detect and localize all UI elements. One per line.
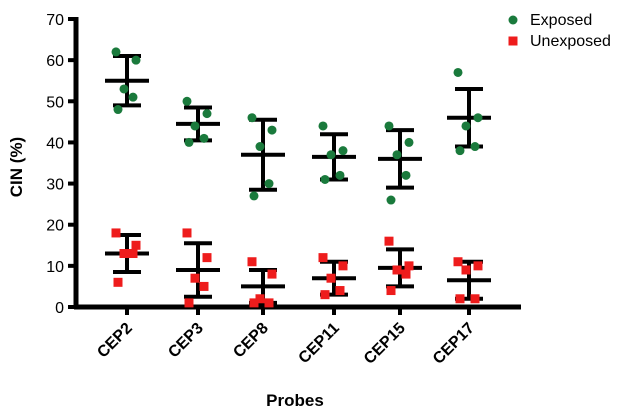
x-tick-label: CEP2 <box>94 320 136 362</box>
data-point-exposed <box>199 133 209 143</box>
data-point-exposed <box>249 191 259 201</box>
data-point-unexposed <box>182 228 192 238</box>
data-point-unexposed <box>111 228 121 238</box>
legend-marker-exposed <box>508 15 518 25</box>
y-tick-label: 50 <box>46 94 64 111</box>
legend-marker-unexposed <box>508 36 518 46</box>
data-point-exposed <box>318 121 328 131</box>
data-point-exposed <box>184 137 194 147</box>
data-point-unexposed <box>267 269 277 279</box>
data-point-exposed <box>111 47 121 57</box>
legend: Exposed Unexposed <box>508 12 611 50</box>
x-tick-label: CEP17 <box>430 320 478 368</box>
data-point-exposed <box>401 170 411 180</box>
data-point-unexposed <box>199 281 209 291</box>
data-point-exposed <box>338 146 348 156</box>
data-point-unexposed <box>386 286 396 296</box>
data-point-exposed <box>404 137 414 147</box>
data-point-exposed <box>182 96 192 106</box>
x-axis-title: Probes <box>266 391 324 410</box>
data-point-unexposed <box>326 273 336 283</box>
data-point-unexposed <box>264 298 274 308</box>
y-tick-label: 10 <box>46 259 64 276</box>
data-point-exposed <box>453 67 463 77</box>
data-point-exposed <box>392 150 402 160</box>
data-point-unexposed <box>335 286 345 296</box>
data-point-unexposed <box>113 277 123 287</box>
data-point-unexposed <box>318 253 328 263</box>
data-point-unexposed <box>392 265 402 275</box>
data-point-exposed <box>128 92 138 102</box>
data-point-exposed <box>247 113 257 123</box>
data-point-exposed <box>335 170 345 180</box>
data-point-unexposed <box>461 265 471 275</box>
y-tick-label: 20 <box>46 218 64 235</box>
data-point-exposed <box>113 105 123 115</box>
y-tick-label: 0 <box>55 300 64 317</box>
y-tick-label: 40 <box>46 135 64 152</box>
data-point-unexposed <box>338 261 348 271</box>
data-point-exposed <box>320 174 330 184</box>
data-point-unexposed <box>455 294 465 304</box>
data-point-exposed <box>119 84 129 94</box>
data-point-exposed <box>264 179 274 189</box>
data-point-unexposed <box>202 253 212 263</box>
data-point-unexposed <box>190 273 200 283</box>
chart-marks <box>105 47 491 308</box>
y-tick-label: 30 <box>46 177 64 194</box>
x-tick-label: CEP8 <box>230 320 272 362</box>
data-point-exposed <box>455 146 465 156</box>
x-tick-label: CEP11 <box>296 320 343 367</box>
data-point-exposed <box>473 113 483 123</box>
data-point-unexposed <box>473 261 483 271</box>
data-point-unexposed <box>320 290 330 300</box>
data-point-exposed <box>131 55 141 65</box>
data-point-unexposed <box>249 298 259 308</box>
data-point-unexposed <box>470 294 480 304</box>
data-point-exposed <box>326 150 336 160</box>
data-point-unexposed <box>184 298 194 308</box>
data-point-exposed <box>461 121 471 131</box>
legend-label: Unexposed <box>530 33 611 50</box>
data-point-unexposed <box>404 261 414 271</box>
x-tick-label: CEP15 <box>361 320 409 368</box>
x-tick-label: CEP3 <box>165 320 207 362</box>
data-point-unexposed <box>401 269 411 279</box>
data-point-unexposed <box>119 249 129 259</box>
data-point-exposed <box>255 142 265 152</box>
y-axis-title: CIN (%) <box>7 137 26 197</box>
axes: 0 10 20 30 40 50 60 70 CEP2 CEP3 CEP8 CEP11 CEP15 CEP… <box>46 12 521 368</box>
data-point-exposed <box>190 121 200 131</box>
legend-label: Exposed <box>530 12 592 29</box>
y-tick-label: 70 <box>46 12 64 29</box>
data-point-exposed <box>470 142 480 152</box>
data-point-unexposed <box>131 240 141 250</box>
data-point-exposed <box>386 195 396 205</box>
data-point-exposed <box>267 125 277 135</box>
data-point-unexposed <box>247 257 257 267</box>
data-point-exposed <box>202 109 212 119</box>
y-tick-label: 60 <box>46 53 64 70</box>
data-point-unexposed <box>384 236 394 246</box>
data-point-unexposed <box>453 257 463 267</box>
data-point-unexposed <box>255 294 265 304</box>
data-point-unexposed <box>128 249 138 259</box>
data-point-exposed <box>384 121 394 131</box>
